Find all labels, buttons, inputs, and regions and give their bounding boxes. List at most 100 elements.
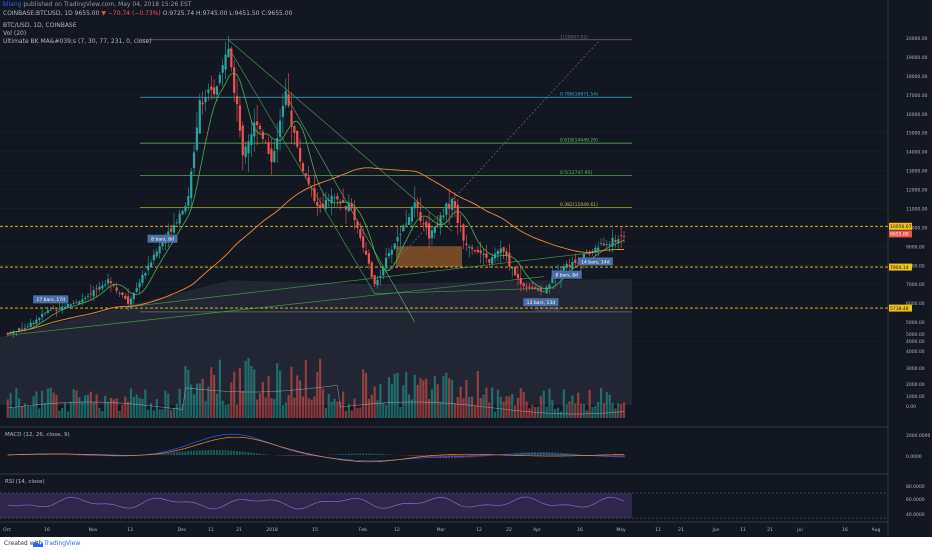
volume-bar xyxy=(258,393,262,418)
candle-body xyxy=(149,262,153,267)
ohlc-label: O:9725.74 H:9745.00 L:9451.50 C:9655.00 xyxy=(162,10,293,17)
footer-brand-link[interactable]: TradingView xyxy=(44,540,81,547)
volume-bar xyxy=(244,360,247,418)
volume-bar xyxy=(488,402,491,418)
volume-bar xyxy=(482,394,485,418)
macd-histogram-bar xyxy=(187,451,190,455)
candle-body xyxy=(261,131,264,139)
volume-bar xyxy=(287,395,290,418)
macd-histogram-bar xyxy=(261,453,264,455)
volume-bar xyxy=(296,375,299,418)
candle-body xyxy=(622,236,626,237)
volume-bar xyxy=(135,394,138,418)
volume-bar xyxy=(224,404,227,418)
candle-body xyxy=(81,299,84,303)
volume-bar xyxy=(181,403,184,418)
volume-bar xyxy=(539,395,542,418)
candle-body xyxy=(416,201,419,208)
volume-bar xyxy=(218,359,221,418)
candle-body xyxy=(516,274,520,279)
macd-histogram-bar xyxy=(172,452,175,455)
macd-histogram-bar xyxy=(181,451,184,455)
volume-legend[interactable]: Vol (20) xyxy=(3,30,27,37)
volume-bar xyxy=(290,366,293,418)
y-tick-label: 5000.00 xyxy=(906,320,925,326)
macd-histogram-bar xyxy=(167,452,170,455)
candle-body xyxy=(52,308,55,310)
candle-body xyxy=(253,122,256,137)
y-tick-label: 15000.00 xyxy=(906,131,928,137)
price-level-label: 10056.67 xyxy=(890,224,912,230)
volume-bar xyxy=(221,400,224,418)
volume-bar xyxy=(531,404,534,418)
y-tick-label: 19000.00 xyxy=(906,55,928,61)
volume-bar xyxy=(450,379,454,418)
candle-body xyxy=(491,257,494,264)
x-tick-label: 16 xyxy=(577,527,583,533)
candle-body xyxy=(281,105,285,117)
candle-body xyxy=(244,146,247,158)
fib-level-label: 0(5538.88) xyxy=(535,306,560,312)
candle-body xyxy=(6,333,9,335)
macd-histogram-bar xyxy=(215,450,218,455)
volume-bar xyxy=(247,357,250,418)
macd-histogram-bar xyxy=(422,455,425,457)
candle-body xyxy=(135,288,138,292)
trend-line xyxy=(7,276,544,336)
candle-body xyxy=(485,253,488,258)
fib-level-label: 0.618(14449.29) xyxy=(560,138,598,144)
volume-tick-label: 3000.00 xyxy=(906,366,925,372)
volume-bar xyxy=(465,379,468,418)
macd-legend[interactable]: MACD (12, 26, close, 9) xyxy=(5,432,70,438)
candle-body xyxy=(84,298,87,299)
candle-body xyxy=(508,252,511,267)
candle-body xyxy=(106,279,110,284)
rsi-tick-label: 80.0000 xyxy=(906,484,925,490)
publisher-link[interactable]: bllang xyxy=(3,1,22,8)
volume-bar xyxy=(124,396,127,418)
price-label-bg xyxy=(889,222,912,230)
x-tick-label: Oct xyxy=(3,527,11,533)
volume-bar xyxy=(470,396,474,418)
volume-bar xyxy=(599,387,603,418)
candle-body xyxy=(267,142,270,154)
macd-histogram-bar xyxy=(161,453,164,455)
volume-bar xyxy=(210,367,213,418)
candle-body xyxy=(98,286,101,290)
candle-body xyxy=(499,248,502,254)
volume-bar xyxy=(382,403,385,418)
volume-bar xyxy=(556,407,560,418)
candle-body xyxy=(121,292,124,296)
volume-bar xyxy=(367,398,371,418)
candle-body xyxy=(367,253,371,264)
volume-bar xyxy=(98,407,101,418)
volume-bar xyxy=(396,372,399,418)
volume-bar xyxy=(152,410,156,418)
candle-body xyxy=(95,288,98,290)
macd-histogram-bar xyxy=(442,455,445,459)
candle-body xyxy=(571,261,574,269)
candle-body xyxy=(132,292,135,300)
macd-histogram-bar xyxy=(390,454,393,455)
rsi-legend[interactable]: RSI (14, close) xyxy=(5,479,45,485)
candle-body xyxy=(453,201,456,208)
volume-bar xyxy=(241,390,244,418)
volume-bar xyxy=(453,403,456,418)
y-tick-label: 17000.00 xyxy=(906,93,928,99)
macd-histogram-bar xyxy=(301,455,304,457)
candle-body xyxy=(382,268,385,276)
volume-bar xyxy=(301,396,305,418)
ma-legend[interactable]: Ultimate BK MA&#039;s (7, 30, 77, 231, 0… xyxy=(3,38,152,45)
candle-body xyxy=(233,67,236,93)
fib-trend-line xyxy=(374,41,599,285)
macd-histogram-bar xyxy=(562,452,565,455)
chart-background xyxy=(0,0,932,537)
ticker-legend[interactable]: BTC/USD, 1D, COINBASE xyxy=(3,22,77,29)
volume-bar xyxy=(362,369,365,418)
volume-bar xyxy=(591,407,594,418)
rsi-line xyxy=(7,496,625,510)
volume-bar xyxy=(516,397,520,418)
candle-body xyxy=(210,86,213,90)
